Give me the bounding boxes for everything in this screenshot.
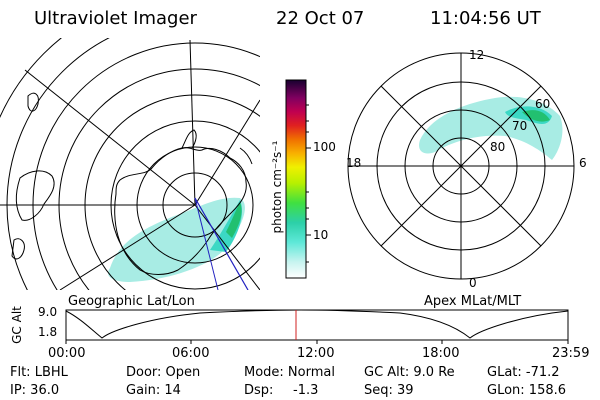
magnetic-polar-plot bbox=[347, 52, 575, 280]
timeline-ytick-high: 9.0 bbox=[38, 305, 58, 319]
color-scale-bar bbox=[285, 79, 311, 279]
timeline-xtick-0600: 06:00 bbox=[172, 346, 210, 361]
time-label: 11:04:56 UT bbox=[430, 8, 541, 29]
mlt-label-6: 6 bbox=[579, 156, 587, 170]
info-dsp-value: -1.3 bbox=[293, 383, 319, 398]
info-gain: Gain: 14 bbox=[126, 383, 181, 398]
geographic-map bbox=[0, 38, 260, 290]
mlat-label-60: 60 bbox=[535, 97, 551, 111]
date-label: 22 Oct 07 bbox=[276, 8, 365, 29]
info-seq: Seq: 39 bbox=[364, 383, 414, 398]
timeline-xtick-1200: 12:00 bbox=[297, 346, 335, 361]
info-gc-alt: GC Alt: 9.0 Re bbox=[364, 365, 455, 380]
info-door: Door: Open bbox=[126, 365, 201, 380]
info-glat: GLat: -71.2 bbox=[487, 365, 560, 380]
timeline-xtick-1800: 18:00 bbox=[422, 346, 460, 361]
info-filter: Flt: LBHL bbox=[10, 365, 68, 380]
timeline-xtick-2359: 23:59 bbox=[552, 346, 590, 361]
aurora-emission-left bbox=[108, 197, 245, 282]
mlt-label-0: 0 bbox=[469, 276, 477, 290]
timeline-ytick-low: 1.8 bbox=[38, 325, 58, 339]
mlat-label-70: 70 bbox=[512, 119, 528, 133]
info-mode: Mode: Normal bbox=[244, 365, 335, 380]
colorbar-tick-10: 10 bbox=[313, 228, 329, 242]
colorbar-unit-label: photon cm⁻²s⁻¹ bbox=[270, 140, 284, 234]
info-dsp: Dsp: bbox=[244, 383, 274, 398]
apex-caption: Apex MLat/MLT bbox=[424, 294, 522, 309]
altitude-timeline bbox=[65, 309, 569, 344]
app-title: Ultraviolet Imager bbox=[34, 8, 197, 29]
colorbar-tick-100: 100 bbox=[313, 140, 336, 154]
info-ip: IP: 36.0 bbox=[10, 383, 60, 398]
timeline-axis-label: GC Alt bbox=[10, 306, 24, 344]
mlat-label-80: 80 bbox=[490, 140, 506, 154]
geographic-caption: Geographic Lat/Lon bbox=[68, 294, 195, 309]
info-glon: GLon: 158.6 bbox=[487, 383, 567, 398]
mlt-label-12: 12 bbox=[469, 48, 485, 62]
mlt-label-18: 18 bbox=[346, 156, 362, 170]
timeline-xtick-0000: 00:00 bbox=[48, 346, 86, 361]
altitude-curve bbox=[65, 309, 569, 339]
satellite-track bbox=[194, 197, 249, 290]
